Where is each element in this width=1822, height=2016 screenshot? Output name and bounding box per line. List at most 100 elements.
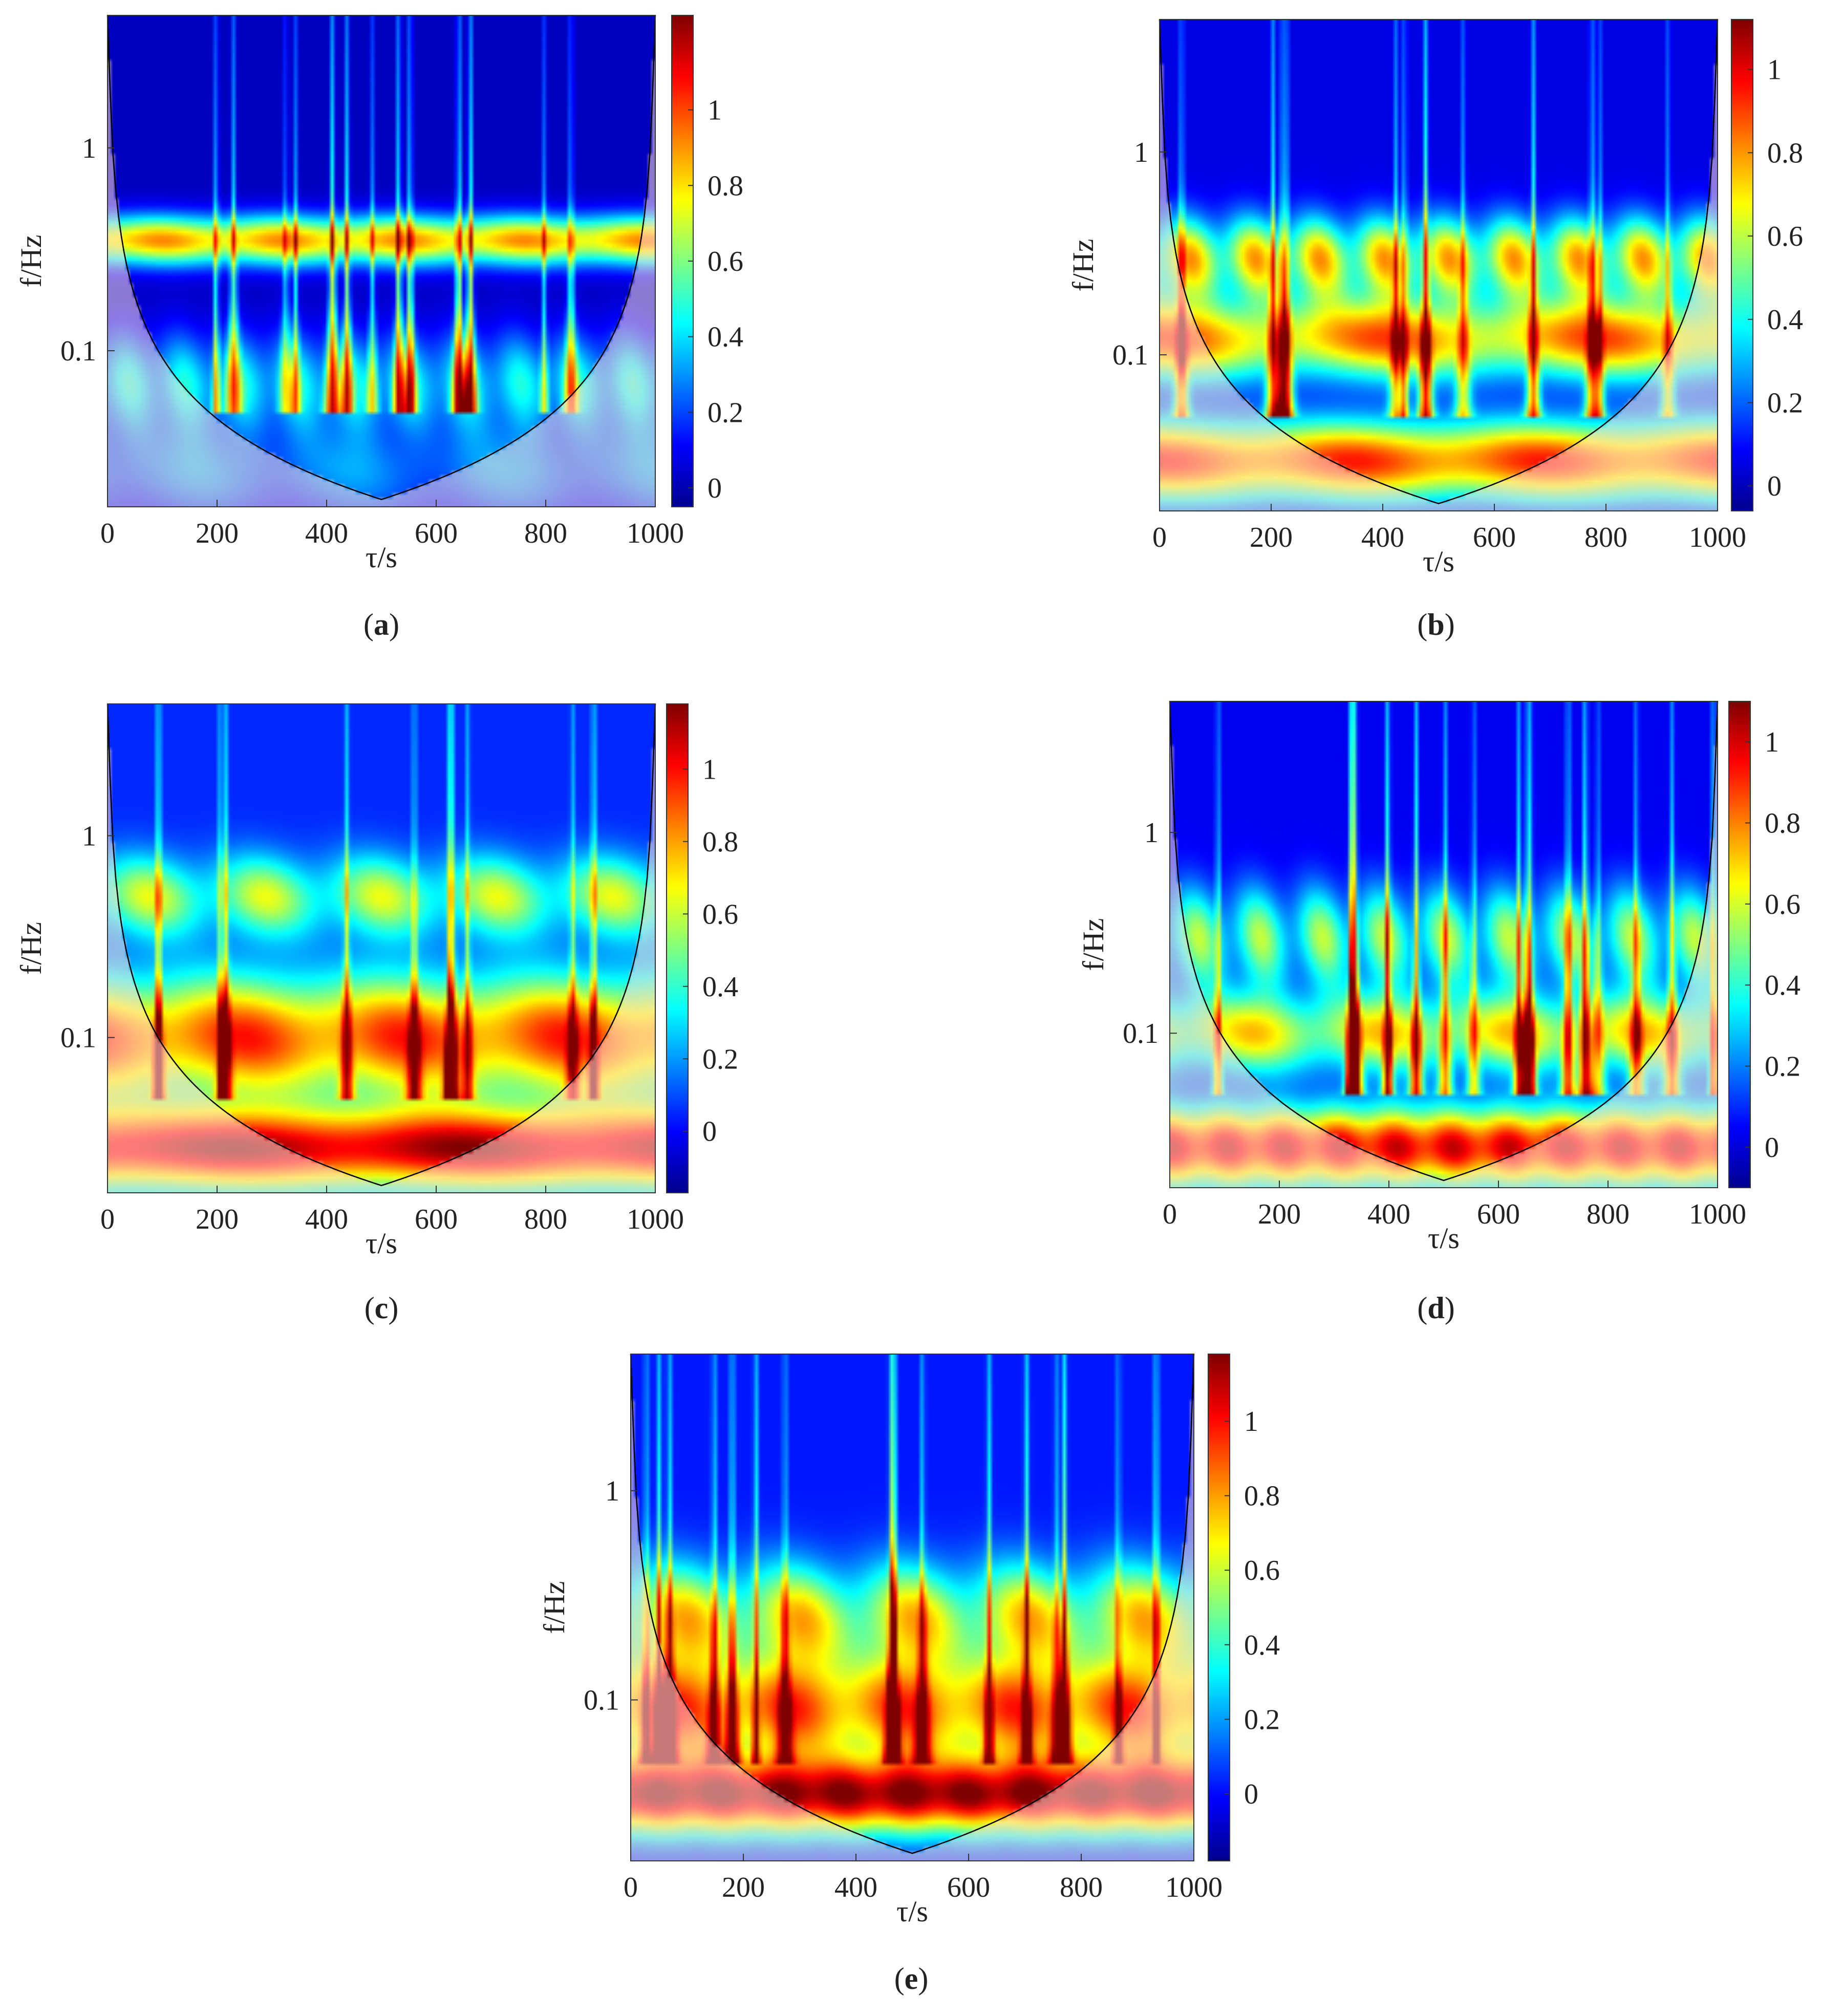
x-tick-label: 0	[624, 1872, 638, 1903]
x-tick-label: 400	[1361, 522, 1404, 553]
x-tick-label: 800	[1587, 1198, 1630, 1230]
x-tick-label: 1000	[1689, 522, 1746, 553]
x-axis-label: τ/s	[366, 1227, 397, 1260]
colorbar-tick-label: 0.2	[1765, 1051, 1800, 1083]
x-tick-label: 800	[1060, 1872, 1103, 1903]
heatmap-image	[108, 704, 655, 1193]
colorbar-tick-label: 0.4	[1244, 1629, 1280, 1661]
colorbar-tick-label: 0	[708, 473, 722, 504]
x-tick-label: 1000	[1689, 1198, 1746, 1230]
colorbar-tick-label: 0.4	[702, 971, 738, 1003]
colorbar-tick-label: 1	[1765, 726, 1779, 758]
x-tick-label: 0	[100, 1204, 115, 1235]
x-tick-label: 600	[415, 1204, 458, 1235]
colorbar-tick-label: 0	[1244, 1778, 1258, 1810]
plot-frame	[107, 15, 656, 507]
colorbar	[1728, 701, 1751, 1188]
y-axis-label: f/Hz	[14, 234, 48, 287]
y-tick-label: 0.1	[584, 1685, 619, 1717]
heatmap-image	[631, 1354, 1194, 1861]
x-tick-label: 200	[196, 1204, 239, 1235]
x-tick-label: 600	[1473, 522, 1516, 553]
x-tick-label: 600	[1477, 1198, 1520, 1230]
y-tick-label: 1	[1134, 137, 1148, 168]
x-tick-label: 800	[1584, 522, 1627, 553]
x-tick-label: 200	[1250, 522, 1293, 553]
panel-caption: (c)	[365, 1291, 399, 1325]
y-tick-label: 0.1	[1112, 339, 1148, 371]
x-tick-label: 200	[196, 518, 239, 549]
x-tick-label: 600	[947, 1872, 990, 1903]
colorbar-tick-label: 1	[708, 95, 722, 126]
colorbar-tick-label: 0	[702, 1116, 717, 1148]
colorbar-tick-label: 1	[1767, 54, 1782, 86]
x-axis-label: τ/s	[366, 541, 397, 574]
x-tick-label: 200	[722, 1872, 765, 1903]
x-tick-label: 400	[305, 518, 348, 549]
y-tick-label: 1	[82, 820, 96, 852]
colorbar-tick-label: 0.6	[1765, 889, 1800, 920]
x-axis-label: τ/s	[1423, 545, 1454, 578]
colorbar-tick-label: 0.8	[702, 826, 738, 858]
y-axis-label: f/Hz	[1066, 239, 1100, 291]
colorbar	[666, 703, 689, 1193]
plot-frame	[1159, 19, 1718, 511]
cone-of-influence	[630, 1354, 1195, 1854]
colorbar-tick-label: 0.2	[1767, 387, 1803, 419]
x-tick-label: 1000	[1165, 1872, 1223, 1903]
panel-caption-letter: a	[374, 608, 389, 641]
heatmap-image	[1170, 701, 1718, 1188]
colorbar-tick-label: 0.4	[708, 321, 743, 353]
y-tick-label: 0.1	[1123, 1018, 1159, 1049]
colorbar-tick-label: 1	[1244, 1406, 1258, 1438]
panel-caption: (e)	[894, 1962, 929, 1996]
cone-of-influence	[106, 15, 656, 500]
colorbar-tick-label: 0.6	[1767, 221, 1803, 252]
x-tick-label: 800	[524, 1204, 567, 1235]
colorbar-tick-label: 0.8	[708, 170, 743, 202]
plot-frame	[1169, 701, 1718, 1188]
colorbar-tick-label: 0.6	[702, 898, 738, 930]
x-tick-label: 400	[834, 1872, 877, 1903]
colorbar-tick-label: 0.6	[708, 246, 743, 277]
panel-b: 0 200 400 600 800 1000 τ/s 0.1 1 f/Hz 0 0.2 0.4 0.6 0.…	[1066, 19, 1803, 641]
heatmap-image	[1160, 19, 1718, 511]
panel-e: 0 200 400 600 800 1000 τ/s 0.1 1 f/Hz 0 0.2 0.4 0.6 0.…	[538, 1354, 1280, 1996]
colorbar-tick-label: 0.6	[1244, 1555, 1280, 1586]
x-tick-label: 400	[1367, 1198, 1410, 1230]
x-tick-label: 400	[305, 1204, 348, 1235]
colorbar-tick-label: 0	[1767, 470, 1782, 502]
x-tick-label: 800	[524, 518, 567, 549]
cone-of-influence	[106, 703, 656, 1187]
colorbar-tick-label: 0	[1765, 1132, 1779, 1164]
colorbar-tick-label: 0.2	[708, 397, 743, 428]
panel-caption: (d)	[1417, 1291, 1454, 1325]
x-tick-label: 200	[1258, 1198, 1301, 1230]
y-axis-label: f/Hz	[14, 922, 48, 975]
plot-frame	[107, 703, 656, 1193]
x-tick-label: 0	[1163, 1198, 1177, 1230]
colorbar-tick-label: 0.8	[1244, 1481, 1280, 1512]
panel-c: 0 200 400 600 800 1000 τ/s 0.1 1 f/Hz 0 0.2 0.4 0.6 0.…	[14, 703, 738, 1325]
y-axis-label: f/Hz	[538, 1581, 571, 1634]
panel-caption-letter: e	[905, 1962, 918, 1996]
cone-of-influence	[1159, 19, 1719, 504]
plot-frame	[630, 1354, 1194, 1861]
colorbar-tick-label: 1	[702, 754, 717, 785]
x-axis-label: τ/s	[896, 1895, 928, 1928]
panel-caption: (a)	[363, 608, 399, 641]
y-tick-label: 1	[1144, 817, 1159, 849]
colorbar-tick-label: 0.2	[1244, 1704, 1280, 1735]
x-tick-label: 0	[1152, 522, 1167, 553]
colorbar-tick-label: 0.8	[1765, 808, 1800, 840]
colorbar-tick-label: 0.4	[1767, 304, 1803, 336]
panel-caption-letter: c	[375, 1291, 389, 1325]
x-tick-label: 600	[415, 518, 458, 549]
cone-of-influence	[1169, 701, 1719, 1182]
x-axis-label: τ/s	[1428, 1221, 1460, 1255]
y-tick-label: 0.1	[60, 1022, 96, 1054]
y-tick-label: 0.1	[60, 335, 96, 367]
heatmap-image	[108, 15, 655, 507]
colorbar-tick-label: 0.8	[1767, 137, 1803, 169]
